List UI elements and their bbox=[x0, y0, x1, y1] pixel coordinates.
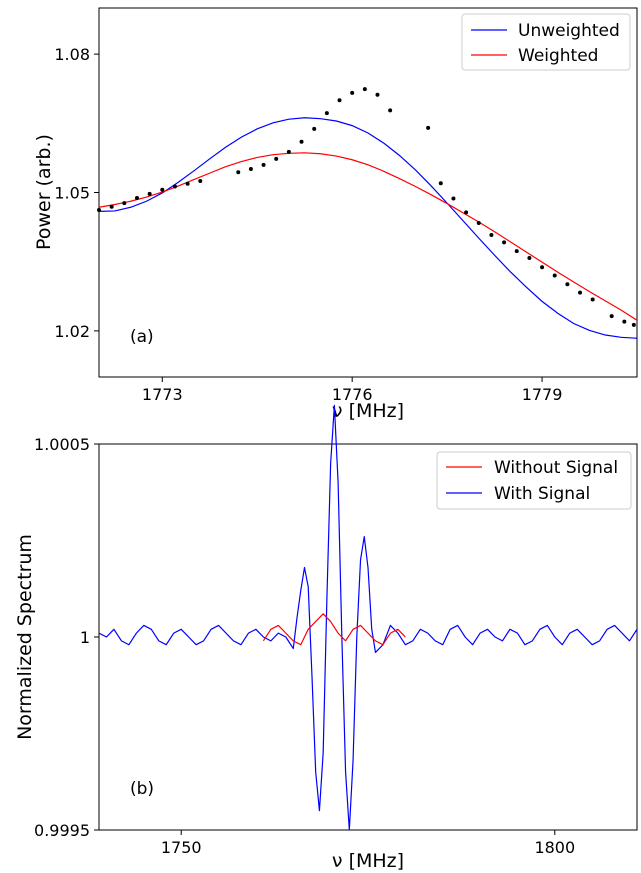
legend-b: Without Signal With Signal bbox=[436, 451, 632, 510]
legend-box-b bbox=[436, 451, 632, 510]
legend-label-weighted: Weighted bbox=[518, 46, 598, 66]
data-point bbox=[631, 322, 636, 327]
data-point bbox=[160, 187, 165, 192]
data-point bbox=[514, 249, 519, 254]
data-point bbox=[299, 139, 304, 144]
panel-label-a: (a) bbox=[130, 327, 154, 347]
x-tick-label: 1750 bbox=[161, 838, 202, 857]
data-point bbox=[476, 220, 481, 225]
data-point bbox=[261, 162, 266, 167]
data-point bbox=[248, 166, 253, 171]
data-point bbox=[147, 191, 152, 196]
series-line-unweighted bbox=[98, 117, 638, 339]
data-point bbox=[426, 125, 431, 130]
legend-label-unweighted: Unweighted bbox=[518, 21, 620, 41]
panel-b: 1750 1800 0.9995 1 1.0005 (b) ν [MHz] Norma… bbox=[14, 404, 638, 872]
data-point bbox=[134, 196, 139, 201]
data-point bbox=[172, 184, 177, 189]
series-line-without-signal bbox=[262, 613, 406, 646]
data-point bbox=[540, 265, 545, 270]
data-point bbox=[185, 181, 190, 186]
data-point bbox=[527, 256, 532, 260]
y-tick-label: 1.0005 bbox=[34, 435, 90, 454]
panel-label-b: (b) bbox=[130, 779, 154, 799]
series-line-weighted bbox=[98, 152, 638, 321]
x-tick-label: 1776 bbox=[332, 385, 373, 404]
legend-label-with-signal: With Signal bbox=[494, 484, 590, 504]
data-point bbox=[464, 210, 469, 215]
data-point bbox=[312, 126, 317, 131]
data-point bbox=[565, 282, 570, 287]
y-tick-label: 0.9995 bbox=[34, 821, 90, 840]
series-line-with-signal bbox=[98, 404, 638, 831]
x-axis-label-a: ν [MHz] bbox=[332, 400, 404, 422]
y-tick-label: 1.02 bbox=[54, 322, 90, 341]
data-point bbox=[286, 149, 291, 154]
data-point bbox=[609, 314, 614, 319]
legend-a: Unweighted Weighted bbox=[461, 13, 631, 71]
y-tick-label: 1.08 bbox=[54, 45, 90, 64]
y-tick-label: 1.05 bbox=[54, 184, 90, 203]
y-tick-label: 1 bbox=[80, 628, 90, 647]
data-point bbox=[590, 297, 595, 302]
y-axis-label-a: Power (arb.) bbox=[33, 134, 55, 250]
data-point bbox=[489, 232, 494, 237]
data-point bbox=[274, 156, 279, 161]
legend-label-without-signal: Without Signal bbox=[494, 458, 618, 478]
data-point bbox=[451, 196, 456, 201]
data-point bbox=[622, 319, 627, 324]
x-tick-label: 1773 bbox=[142, 385, 183, 404]
data-point bbox=[122, 201, 127, 206]
data-point bbox=[236, 170, 241, 175]
data-point bbox=[97, 208, 101, 213]
data-point bbox=[337, 98, 342, 103]
data-point bbox=[438, 181, 443, 186]
data-point bbox=[350, 90, 355, 95]
data-point bbox=[502, 240, 507, 245]
data-point bbox=[198, 178, 203, 183]
data-point bbox=[109, 204, 114, 209]
data-point bbox=[388, 108, 393, 113]
legend-box-a bbox=[461, 13, 631, 71]
y-axis-label-b: Normalized Spectrum bbox=[14, 534, 36, 740]
panel-a: 1773 1776 1779 1.02 1.05 1.08 (a) ν [MHz] Po… bbox=[33, 7, 638, 422]
data-point bbox=[375, 92, 380, 97]
data-point bbox=[362, 87, 367, 92]
x-axis-label-b: ν [MHz] bbox=[332, 850, 404, 872]
x-tick-label: 1800 bbox=[534, 838, 575, 857]
data-point bbox=[324, 111, 329, 116]
data-point bbox=[578, 290, 583, 295]
x-tick-label: 1779 bbox=[522, 385, 563, 404]
data-point bbox=[552, 273, 557, 278]
